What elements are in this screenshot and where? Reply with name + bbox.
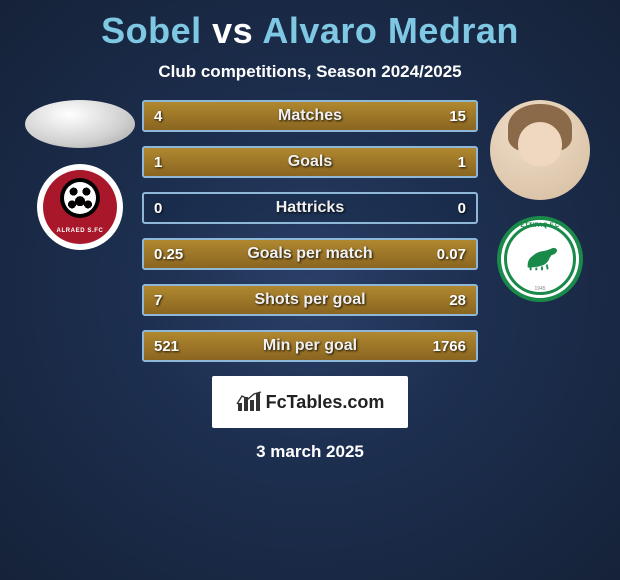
- stat-right-value: 15: [426, 108, 476, 125]
- right-side: ETTIFAQ F.C 1945: [480, 100, 600, 302]
- player2-name: Alvaro Medran: [262, 10, 519, 51]
- player1-name: Sobel: [101, 10, 202, 51]
- comparison-title: Sobel vs Alvaro Medran: [0, 0, 620, 52]
- stat-right-value: 0: [426, 200, 476, 217]
- vs-text: vs: [212, 10, 253, 51]
- stat-row: 4Matches15: [142, 100, 478, 132]
- stat-left-value: 7: [144, 292, 194, 309]
- stat-left-value: 0: [144, 200, 194, 217]
- stat-right-value: 28: [426, 292, 476, 309]
- content-area: ALRAED S.FC 4Matches15 1Goals1 0Hattricks0…: [0, 100, 620, 362]
- player2-avatar: [490, 100, 590, 200]
- branding-suffix: .com: [342, 392, 384, 412]
- stat-left-value: 1: [144, 154, 194, 171]
- stat-row: 0.25Goals per match0.07: [142, 238, 478, 270]
- stats-table: 4Matches15 1Goals1 0Hattricks0 0.25Goals pe…: [140, 100, 480, 362]
- club2-label: ETTIFAQ F.C: [520, 223, 559, 229]
- club2-year: 1945: [534, 286, 545, 292]
- stat-right-value: 0.07: [426, 246, 476, 263]
- stat-left-value: 521: [144, 338, 194, 355]
- stat-row: 521Min per goal1766: [142, 330, 478, 362]
- branding-text: FcTables.com: [266, 392, 385, 413]
- club1-label: ALRAED S.FC: [57, 228, 104, 234]
- player1-avatar: [25, 100, 135, 148]
- stat-right-value: 1766: [423, 338, 476, 355]
- stat-right-value: 1: [426, 154, 476, 171]
- stat-row: 7Shots per goal28: [142, 284, 478, 316]
- stat-row: 1Goals1: [142, 146, 478, 178]
- subtitle: Club competitions, Season 2024/2025: [0, 62, 620, 82]
- branding-site: FcTables: [266, 392, 343, 412]
- player1-club-badge: ALRAED S.FC: [37, 164, 123, 250]
- stat-left-value: 4: [144, 108, 194, 125]
- horse-icon: [523, 242, 561, 272]
- soccer-ball-icon: [60, 178, 100, 218]
- player2-club-badge: ETTIFAQ F.C 1945: [497, 216, 583, 302]
- stat-row: 0Hattricks0: [142, 192, 478, 224]
- stat-left-value: 0.25: [144, 246, 194, 263]
- branding-badge: FcTables.com: [212, 376, 408, 428]
- chart-icon: [236, 391, 262, 413]
- left-side: ALRAED S.FC: [20, 100, 140, 250]
- date-text: 3 march 2025: [0, 442, 620, 462]
